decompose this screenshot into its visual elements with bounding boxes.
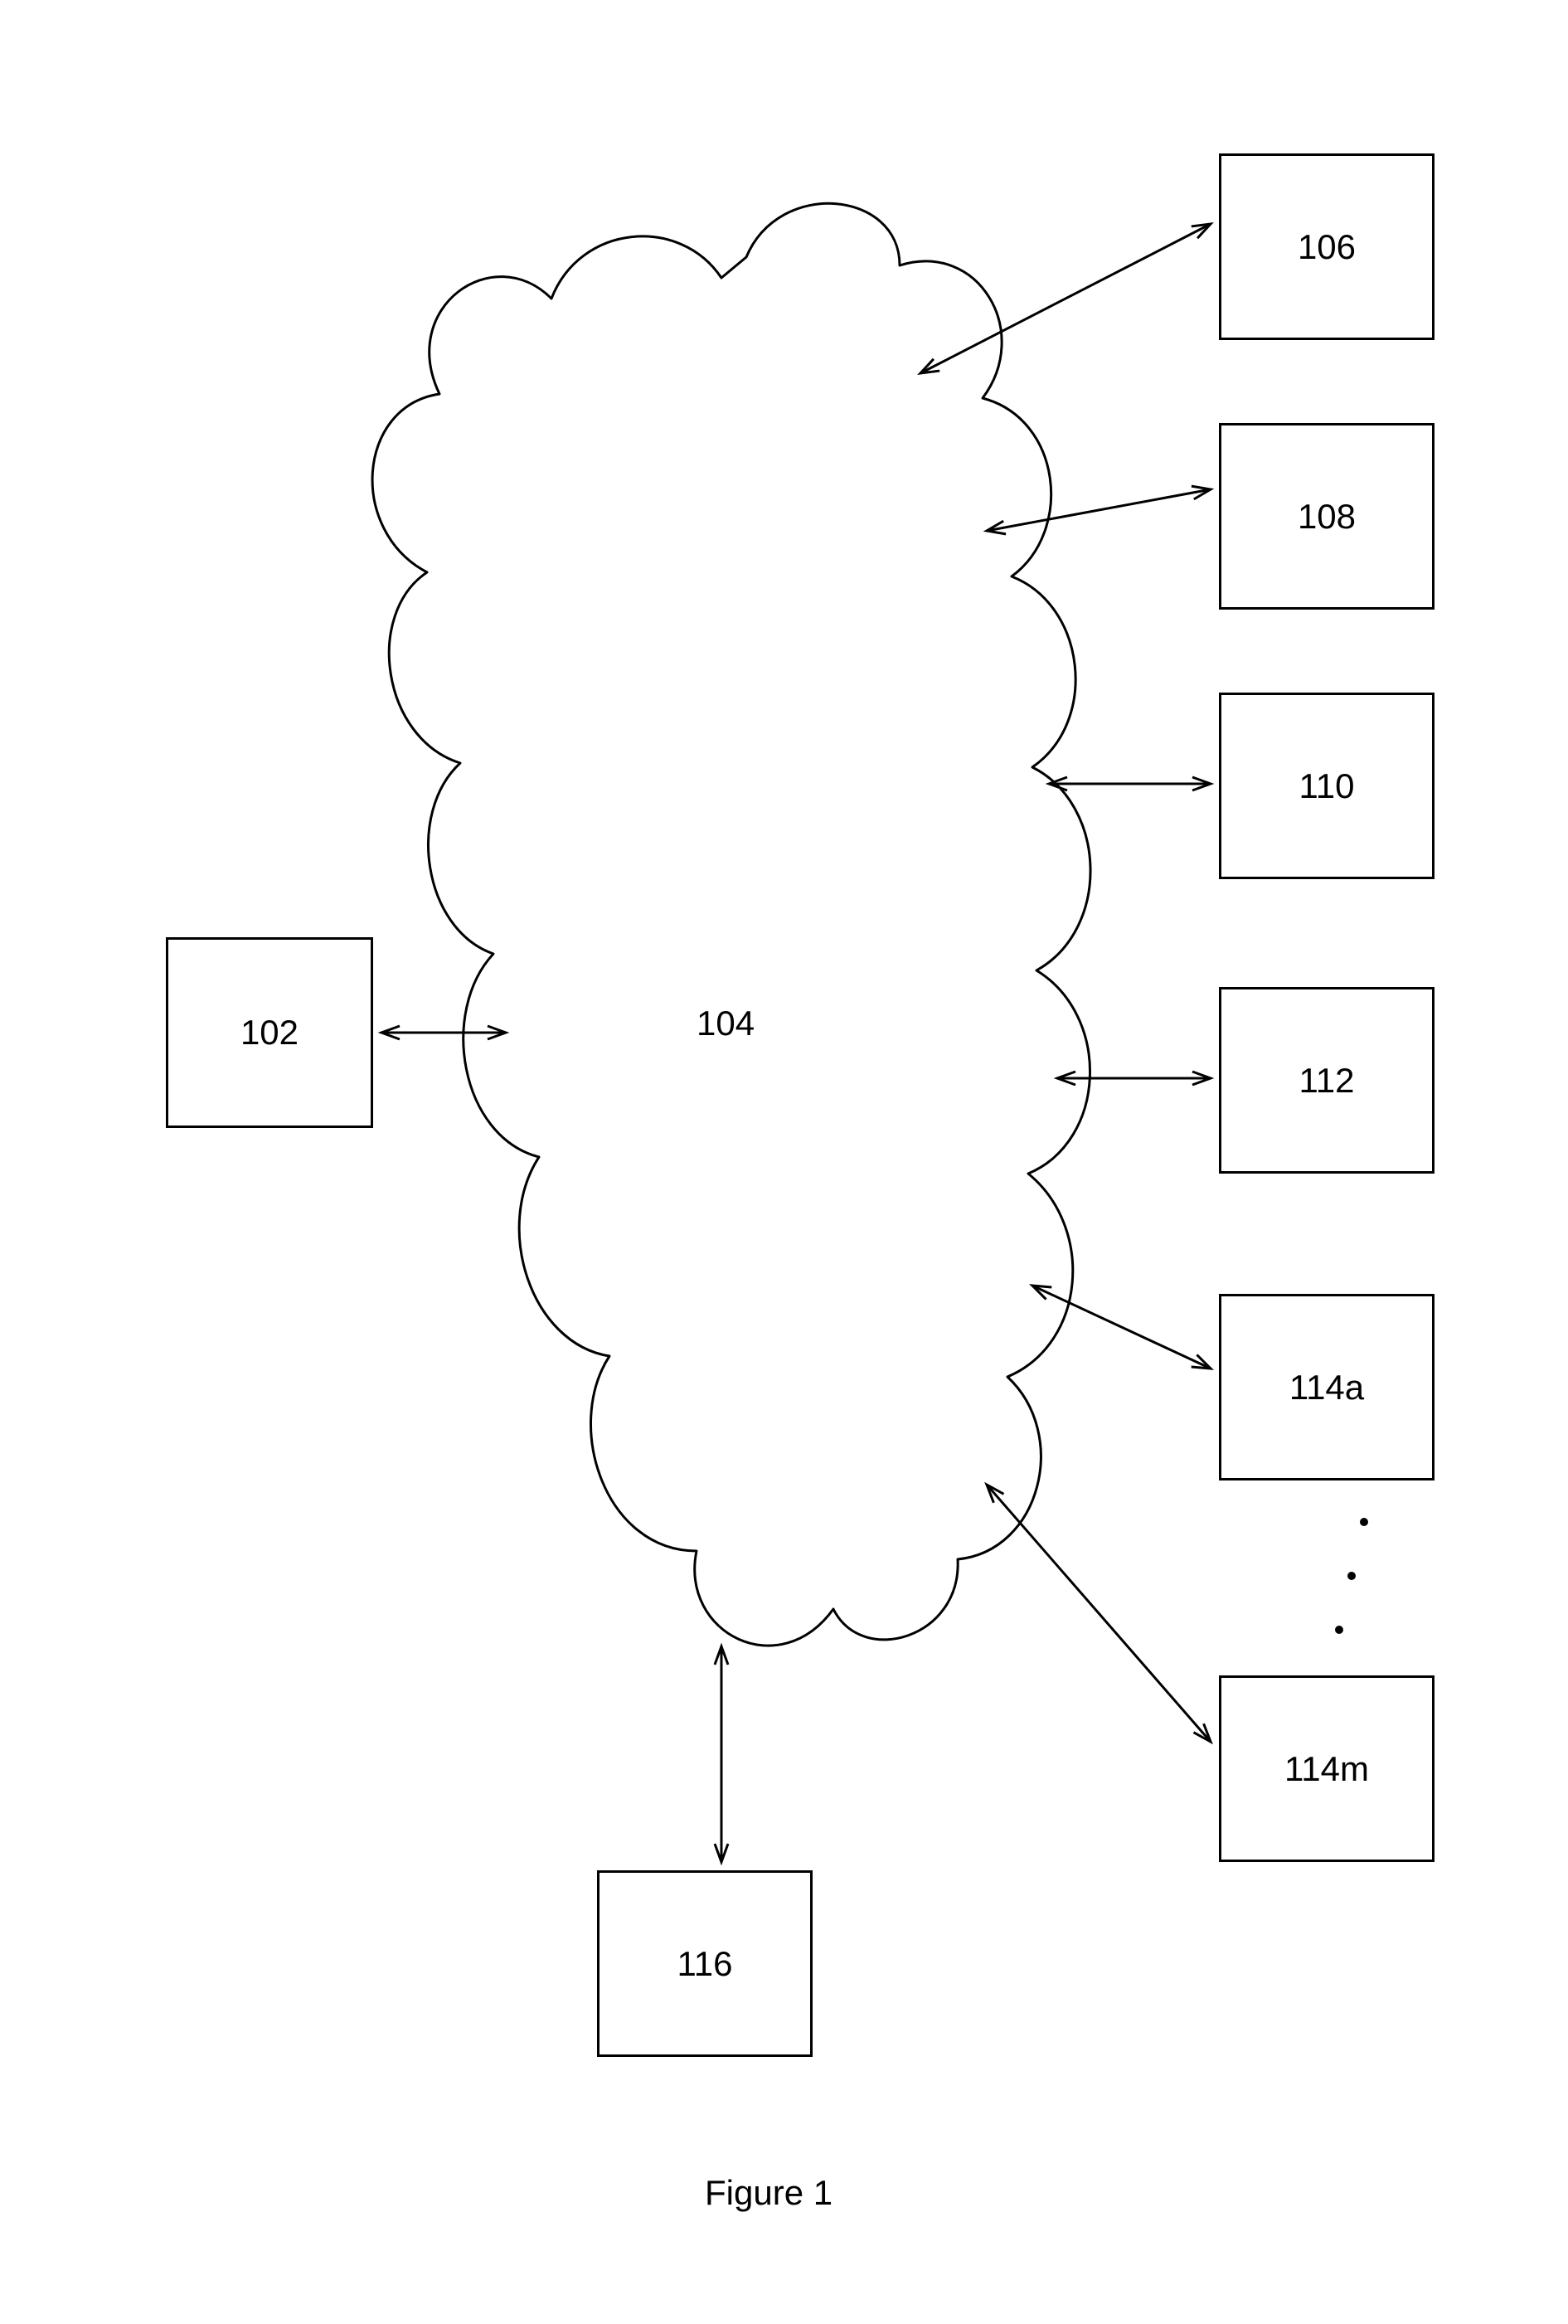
figure-caption: Figure 1 [705,2173,833,2213]
node-n114m: 114m [1219,1675,1435,1862]
cloud-node [372,203,1090,1646]
node-label: 114m [1284,1749,1369,1789]
node-label: 106 [1298,227,1356,267]
node-n110: 110 [1219,693,1435,879]
diagram-canvas: Figure 1 104 102 106 108 110 112 114a 114m 116 [0,0,1568,2324]
node-n114a: 114a [1219,1294,1435,1480]
node-n106: 106 [1219,153,1435,340]
node-label: 108 [1298,497,1356,537]
node-n108: 108 [1219,423,1435,610]
cloud-label: 104 [697,1004,755,1043]
edge [987,1485,1211,1742]
ellipsis-dot [1360,1518,1368,1526]
node-n116: 116 [597,1870,813,2057]
node-label: 110 [1299,766,1355,806]
ellipsis-dot [1335,1626,1343,1634]
node-label: 114a [1289,1368,1364,1408]
node-label: 112 [1299,1061,1355,1101]
node-n102: 102 [166,937,373,1128]
node-label: 116 [677,1944,733,1984]
ellipsis-dot [1347,1572,1356,1580]
node-label: 102 [240,1013,299,1053]
node-n112: 112 [1219,987,1435,1174]
